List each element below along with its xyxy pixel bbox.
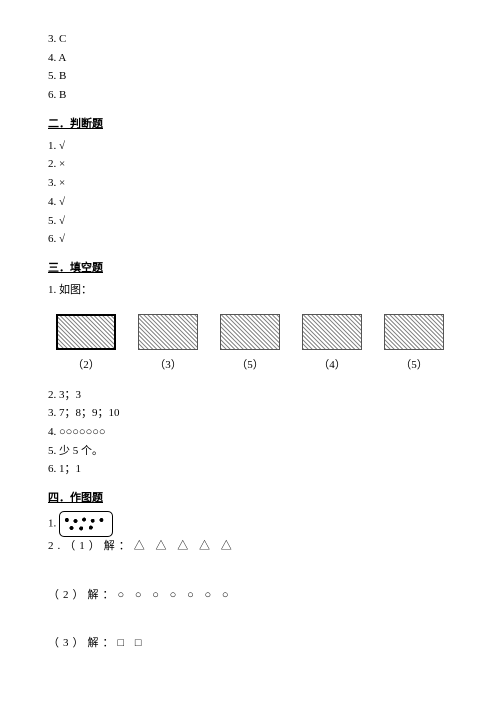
image-label-row: （2） （3） （5） （4） （5） — [48, 356, 452, 372]
judge-line: 6. √ — [48, 230, 452, 249]
judge-line: 5. √ — [48, 212, 452, 231]
draw-item2-2: （2）解：○ ○ ○ ○ ○ ○ ○ — [48, 586, 452, 605]
fill-line: 3. 7；8；9；10 — [48, 404, 452, 423]
judge-line: 1. √ — [48, 137, 452, 156]
section3-title: 三．填空题 — [48, 259, 452, 275]
draw-item1-prefix: 1. — [48, 518, 56, 530]
answer-line: 4. A — [48, 49, 452, 68]
draw-item2-1: 2.（1）解：△ △ △ △ △ — [48, 537, 452, 556]
fill-line: 6. 1；1 — [48, 460, 452, 479]
image-row — [48, 314, 452, 350]
figure-label: （5） — [212, 356, 288, 372]
figure-label: （2） — [48, 356, 124, 372]
draw-item1: 1. — [48, 511, 452, 537]
section2-title: 二．判断题 — [48, 115, 452, 131]
fill-line: 4. ○○○○○○○ — [48, 423, 452, 442]
answer-line: 5. B — [48, 67, 452, 86]
figure-3-icon — [220, 314, 280, 350]
figure-2-icon — [138, 314, 198, 350]
draw-item2-3: （3）解：□ □ — [48, 634, 452, 653]
judge-line: 4. √ — [48, 193, 452, 212]
figure-label: （4） — [294, 356, 370, 372]
figure-label: （3） — [130, 356, 206, 372]
figure-4-icon — [302, 314, 362, 350]
figure-label: （5） — [376, 356, 452, 372]
judge-line: 2. × — [48, 155, 452, 174]
judge-line: 3. × — [48, 174, 452, 193]
figure-1-icon — [56, 314, 116, 350]
figure-5-icon — [384, 314, 444, 350]
answer-line: 3. C — [48, 30, 452, 49]
fill-line: 2. 3；3 — [48, 386, 452, 405]
drawn-box-icon — [59, 511, 113, 537]
fill-item1: 1. 如图： — [48, 281, 452, 300]
fill-line: 5. 少 5 个。 — [48, 442, 452, 461]
answer-line: 6. B — [48, 86, 452, 105]
section4-title: 四．作图题 — [48, 489, 452, 505]
